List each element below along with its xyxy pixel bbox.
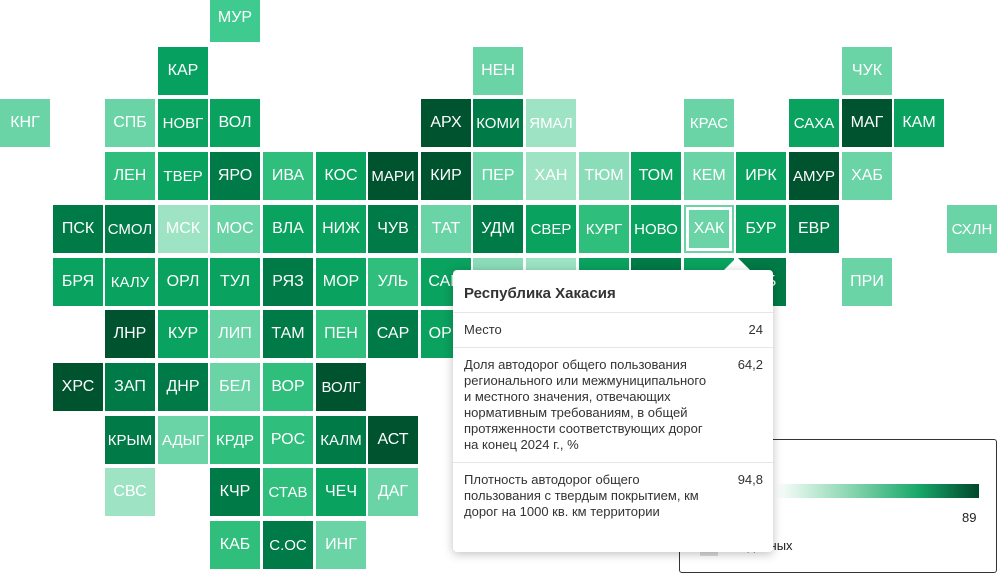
region-tile[interactable]: СВЕР [526, 205, 576, 253]
region-tile[interactable]: ЗАП [105, 363, 155, 411]
region-tile[interactable]: УДМ [473, 205, 523, 253]
region-tile[interactable]: БРЯ [53, 258, 103, 306]
region-tile[interactable]: КРЫМ [105, 416, 155, 464]
region-tile[interactable]: МАГ [842, 99, 892, 147]
region-tile[interactable]: ХАК [684, 205, 734, 253]
region-tile[interactable]: КРАС [684, 99, 734, 147]
region-tile[interactable]: ИРК [736, 152, 786, 200]
region-tile[interactable]: АРХ [421, 99, 471, 147]
region-tile[interactable]: КАЛУ [105, 258, 155, 306]
region-tile[interactable]: КОМИ [473, 99, 523, 147]
region-tile[interactable]: ТАМ [263, 310, 313, 358]
region-tile[interactable]: НЕН [473, 47, 523, 95]
region-tile[interactable]: ЧУВ [368, 205, 418, 253]
tooltip-row-road-density: Плотность автодорог общего пользования с… [453, 463, 773, 529]
region-tooltip: Республика Хакасия Место 24 Доля автодор… [453, 270, 773, 552]
region-tile[interactable]: САР [368, 310, 418, 358]
region-tile[interactable]: ТУЛ [210, 258, 260, 306]
region-tile[interactable]: КНГ [0, 99, 50, 147]
region-tile[interactable]: НИЖ [316, 205, 366, 253]
region-tile[interactable]: ДАГ [368, 468, 418, 516]
region-tile[interactable]: НОВО [631, 205, 681, 253]
region-tile[interactable]: КАР [158, 47, 208, 95]
tooltip-row-label: Место [464, 322, 502, 337]
tooltip-row-value: 24 [748, 322, 763, 337]
region-tile[interactable]: АМУР [789, 152, 839, 200]
region-tile[interactable]: СТАВ [263, 468, 313, 516]
tooltip-row-value: 94,8 [737, 472, 763, 487]
tooltip-row-label: Плотность автодорог общего пользования с… [464, 472, 699, 519]
region-tile[interactable]: КРДР [210, 416, 260, 464]
region-tile[interactable]: ЯМАЛ [526, 99, 576, 147]
region-tile[interactable]: ЛНР [105, 310, 155, 358]
region-tile[interactable]: ЯРО [210, 152, 260, 200]
region-tile[interactable]: САХА [789, 99, 839, 147]
region-tile[interactable]: КИР [421, 152, 471, 200]
region-tile[interactable]: ВЛА [263, 205, 313, 253]
region-tile[interactable]: УЛЬ [368, 258, 418, 306]
region-tile[interactable]: РЯЗ [263, 258, 313, 306]
region-tile[interactable]: ЧУК [842, 47, 892, 95]
region-tile[interactable]: МСК [158, 205, 208, 253]
region-tile[interactable]: СХЛН [947, 205, 997, 253]
region-tile[interactable]: ДНР [158, 363, 208, 411]
region-tile[interactable]: БЕЛ [210, 363, 260, 411]
tooltip-title: Республика Хакасия [453, 270, 773, 313]
region-tile[interactable]: КЕМ [684, 152, 734, 200]
region-tile[interactable]: КУР [158, 310, 208, 358]
region-tile[interactable]: ВОЛ [210, 99, 260, 147]
region-tile[interactable]: МАРИ [368, 152, 418, 200]
region-tile[interactable]: КУРГ [579, 205, 629, 253]
region-tile[interactable]: ТОМ [631, 152, 681, 200]
legend-gradient [775, 484, 979, 498]
region-tile[interactable]: СПБ [105, 99, 155, 147]
region-tile[interactable]: ТВЕР [158, 152, 208, 200]
tooltip-row-rank: Место 24 [453, 313, 773, 348]
region-tile[interactable]: ПРИ [842, 258, 892, 306]
region-tile[interactable]: ПЕН [316, 310, 366, 358]
region-tile[interactable]: МОС [210, 205, 260, 253]
region-tile[interactable]: ХАБ [842, 152, 892, 200]
region-tile[interactable]: АДЫГ [158, 416, 208, 464]
legend-max-label: 89 [962, 510, 977, 525]
region-tile[interactable]: СМОЛ [105, 205, 155, 253]
region-tile[interactable]: ХРС [53, 363, 103, 411]
region-tile[interactable]: ИНГ [316, 521, 366, 569]
region-tile[interactable]: КАМ [894, 99, 944, 147]
region-tile[interactable]: ПЕР [473, 152, 523, 200]
region-tile[interactable]: РОС [263, 416, 313, 464]
region-tile[interactable]: ЧЕЧ [316, 468, 366, 516]
region-tile[interactable]: КЧР [210, 468, 260, 516]
region-tile[interactable]: НОВГ [158, 99, 208, 147]
region-tile[interactable]: КАБ [210, 521, 260, 569]
region-tile[interactable]: ЕВР [789, 205, 839, 253]
region-tile[interactable]: МОР [316, 258, 366, 306]
region-tile[interactable]: КАЛМ [316, 416, 366, 464]
region-tile[interactable]: БУР [736, 205, 786, 253]
region-tile[interactable]: С.ОС [263, 521, 313, 569]
region-tile[interactable]: ОРЛ [158, 258, 208, 306]
tooltip-row-value: 64,2 [737, 357, 763, 372]
region-tile[interactable]: ИВА [263, 152, 313, 200]
region-tile[interactable]: МУР [210, 0, 260, 42]
region-tile[interactable]: ХАН [526, 152, 576, 200]
tooltip-row-label: Доля автодорог общего пользования регион… [464, 357, 707, 452]
region-tile[interactable]: ЛИП [210, 310, 260, 358]
region-tile[interactable]: ТАТ [421, 205, 471, 253]
tooltip-row-road-share: Доля автодорог общего пользования регион… [453, 348, 773, 463]
region-tile[interactable]: ВОЛГ [316, 363, 366, 411]
region-tile[interactable]: ВОР [263, 363, 313, 411]
region-tile[interactable]: ТЮМ [579, 152, 629, 200]
region-tile[interactable]: ЛЕН [105, 152, 155, 200]
region-tile[interactable]: АСТ [368, 416, 418, 464]
region-tile[interactable]: СВС [105, 468, 155, 516]
region-tile[interactable]: КОС [316, 152, 366, 200]
tooltip-arrow [724, 257, 750, 270]
region-tile[interactable]: ПСК [53, 205, 103, 253]
